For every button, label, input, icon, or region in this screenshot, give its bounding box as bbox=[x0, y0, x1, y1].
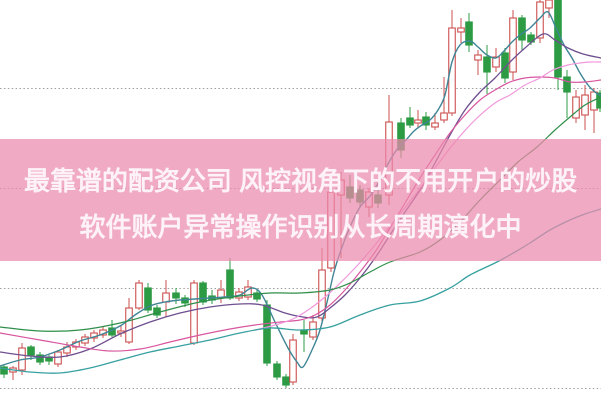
candle-down bbox=[0, 365, 8, 378]
candle-down bbox=[208, 290, 216, 304]
candle-up bbox=[545, 0, 553, 18]
candle-up bbox=[572, 90, 580, 123]
candle-down bbox=[501, 48, 509, 83]
candle-up bbox=[492, 48, 500, 72]
candle-up bbox=[457, 18, 465, 43]
candle-up bbox=[72, 339, 80, 350]
candle-up bbox=[414, 110, 422, 128]
headline-line-1: 最靠谱的配资公司 风控视角下的不用开户的炒股 bbox=[23, 166, 578, 196]
candle-up bbox=[581, 85, 589, 130]
candle-up bbox=[431, 113, 439, 130]
candle-down bbox=[406, 107, 414, 128]
candle-up bbox=[509, 10, 517, 80]
candle-down bbox=[144, 283, 152, 313]
candle-up bbox=[474, 50, 482, 75]
candle-down bbox=[153, 305, 161, 318]
headline-banner: 最靠谱的配资公司 风控视角下的不用开户的炒股 软件账户异常操作识别从长周期演化中 bbox=[0, 139, 601, 261]
candle-down bbox=[27, 345, 35, 360]
headline-line-2: 软件账户异常操作识别从长周期演化中 bbox=[79, 212, 522, 242]
ma-purple-line bbox=[0, 33, 601, 359]
candle-down bbox=[253, 290, 261, 302]
candle-up bbox=[9, 366, 17, 380]
candle-up bbox=[217, 280, 225, 303]
candle-up bbox=[135, 280, 143, 310]
candle-down bbox=[226, 258, 234, 300]
candle-down bbox=[300, 320, 308, 352]
candle-up bbox=[117, 326, 125, 337]
candle-down bbox=[465, 13, 473, 52]
candle-down bbox=[172, 288, 180, 304]
candle-down bbox=[282, 374, 290, 388]
candle-down bbox=[563, 70, 571, 118]
candle-down bbox=[596, 90, 601, 112]
candle-down bbox=[518, 15, 526, 50]
candle-down bbox=[36, 352, 44, 365]
candle-up bbox=[309, 315, 317, 340]
candle-down bbox=[554, 0, 562, 90]
candle-up bbox=[54, 350, 62, 367]
candle-down bbox=[45, 355, 53, 365]
candle-down bbox=[273, 361, 281, 380]
